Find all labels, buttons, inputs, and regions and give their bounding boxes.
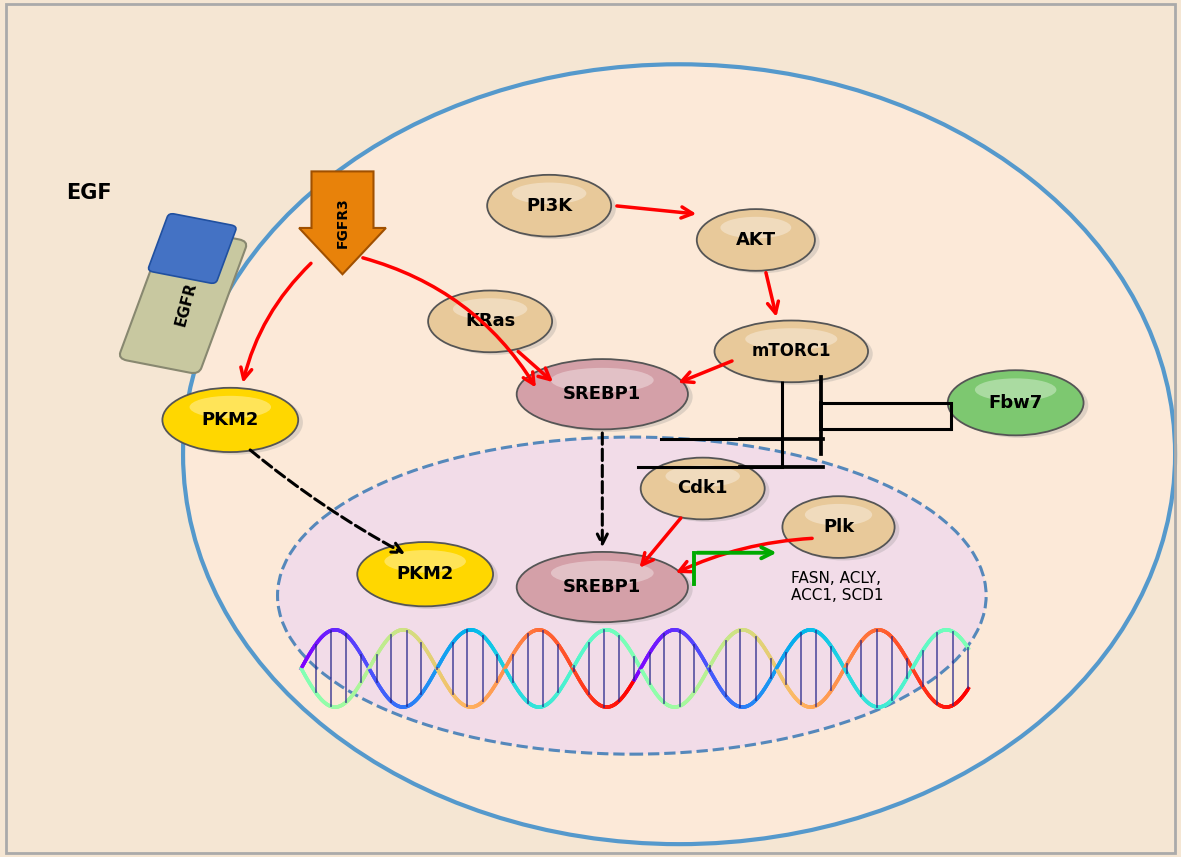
Ellipse shape xyxy=(384,550,465,572)
Text: Fbw7: Fbw7 xyxy=(988,393,1043,412)
Ellipse shape xyxy=(428,291,552,352)
Ellipse shape xyxy=(782,496,895,558)
Ellipse shape xyxy=(522,362,692,432)
Ellipse shape xyxy=(183,64,1175,844)
Text: SREBP1: SREBP1 xyxy=(563,385,641,404)
Text: AKT: AKT xyxy=(736,231,776,249)
Ellipse shape xyxy=(697,209,815,271)
Text: KRas: KRas xyxy=(465,312,515,331)
Text: PI3K: PI3K xyxy=(526,196,573,215)
Ellipse shape xyxy=(787,499,899,560)
Ellipse shape xyxy=(163,387,298,452)
Ellipse shape xyxy=(491,177,616,239)
Ellipse shape xyxy=(432,293,557,355)
Text: PKM2: PKM2 xyxy=(202,411,259,429)
Ellipse shape xyxy=(278,437,986,754)
Ellipse shape xyxy=(513,183,587,204)
Text: FGFR3: FGFR3 xyxy=(335,197,350,249)
Ellipse shape xyxy=(719,323,873,385)
Text: SREBP1: SREBP1 xyxy=(563,578,641,596)
Ellipse shape xyxy=(517,359,687,429)
Ellipse shape xyxy=(168,391,302,454)
Text: Cdk1: Cdk1 xyxy=(678,479,727,498)
Ellipse shape xyxy=(452,298,527,320)
Text: PKM2: PKM2 xyxy=(397,565,454,584)
Ellipse shape xyxy=(488,175,612,237)
Ellipse shape xyxy=(550,368,654,393)
Ellipse shape xyxy=(715,321,868,382)
Ellipse shape xyxy=(952,373,1089,438)
Text: FASN, ACLY,
ACC1, SCD1: FASN, ACLY, ACC1, SCD1 xyxy=(791,571,883,603)
Ellipse shape xyxy=(640,458,765,519)
FancyArrow shape xyxy=(299,171,386,274)
Ellipse shape xyxy=(720,217,791,238)
Text: EGFR: EGFR xyxy=(174,280,200,328)
Ellipse shape xyxy=(745,328,837,350)
Ellipse shape xyxy=(357,542,494,607)
Text: Plk: Plk xyxy=(823,518,854,536)
Text: EGF: EGF xyxy=(66,183,111,203)
Ellipse shape xyxy=(550,560,654,585)
Ellipse shape xyxy=(702,212,820,273)
Ellipse shape xyxy=(974,379,1056,401)
Ellipse shape xyxy=(517,552,687,622)
Ellipse shape xyxy=(805,504,872,525)
Ellipse shape xyxy=(361,545,498,608)
Text: mTORC1: mTORC1 xyxy=(751,342,831,361)
Ellipse shape xyxy=(522,554,692,625)
FancyBboxPatch shape xyxy=(149,213,236,284)
Ellipse shape xyxy=(645,460,769,522)
Ellipse shape xyxy=(947,370,1083,435)
Ellipse shape xyxy=(665,465,739,487)
Ellipse shape xyxy=(189,396,272,418)
FancyBboxPatch shape xyxy=(120,227,246,373)
